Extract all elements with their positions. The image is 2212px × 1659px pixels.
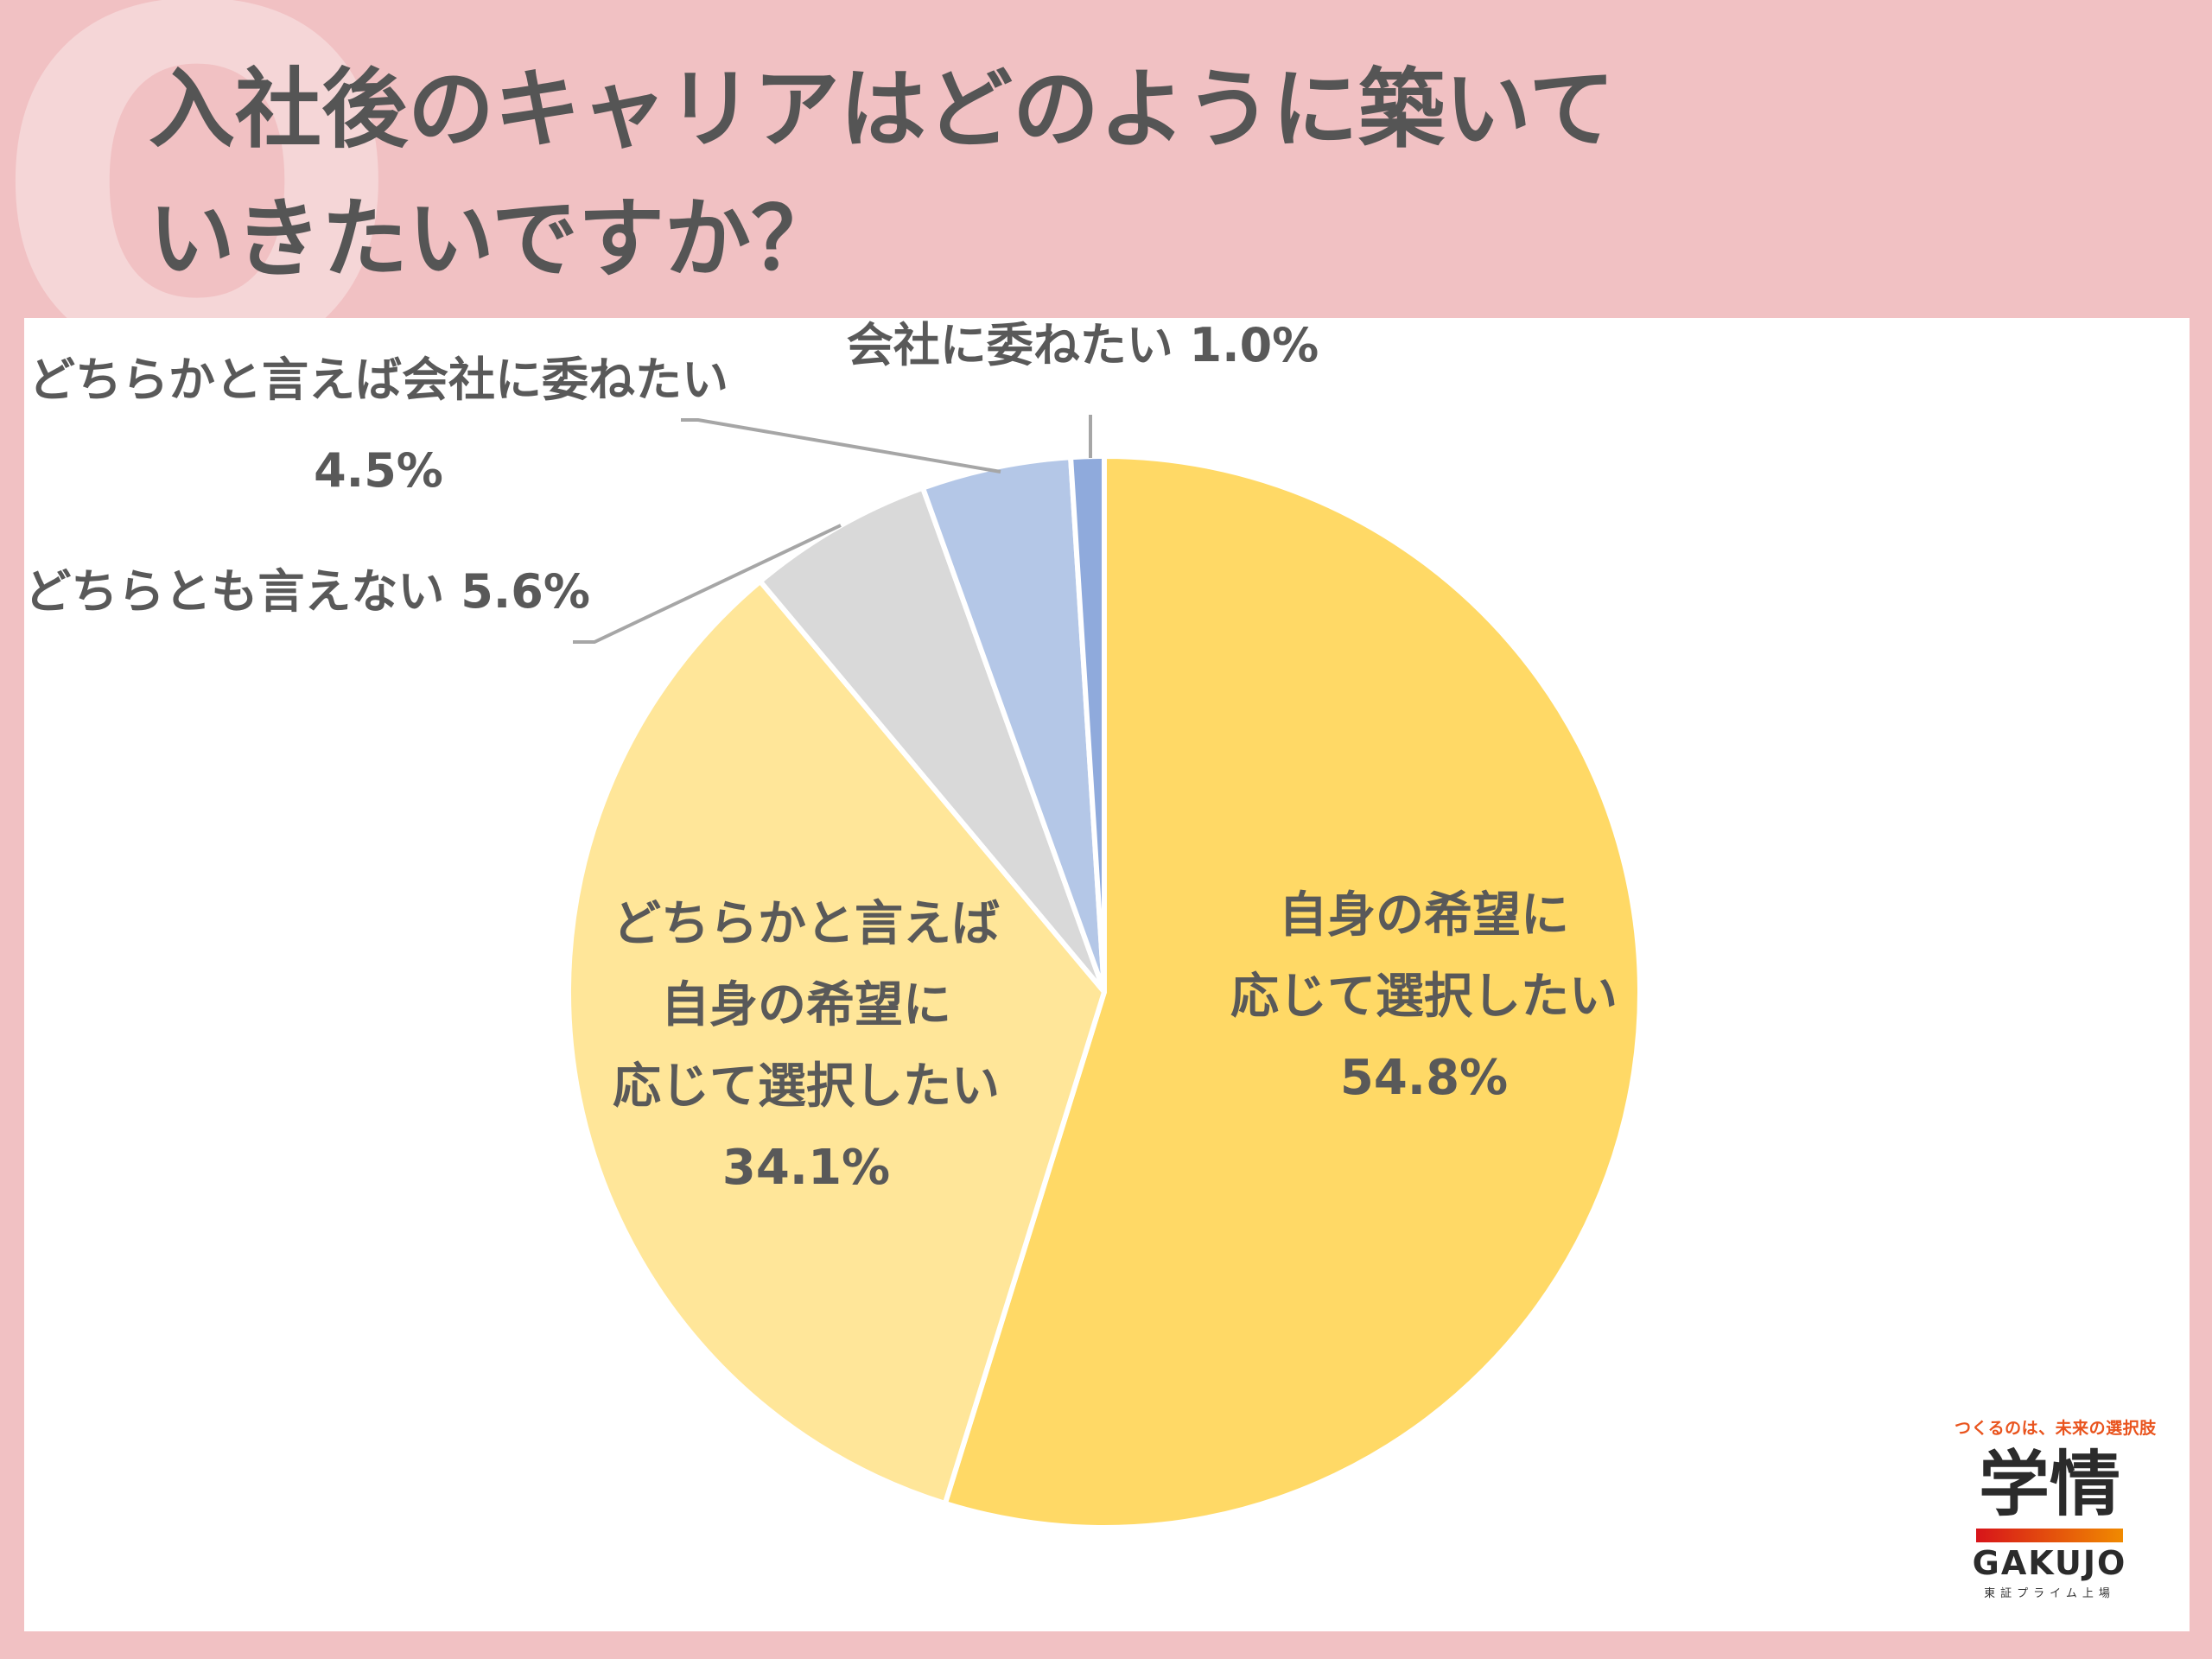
logo-bar (1976, 1529, 2123, 1542)
logo-subtitle: 東証プライム上場 (1984, 1587, 2115, 1600)
slice-label-line: 会社に委ねたい 1.0% (847, 318, 1319, 372)
slice-label-line: 応じて選択したい (613, 1058, 1000, 1115)
slice-label-4: どちらかと言えば会社に委ねたい 4.5% (29, 353, 728, 498)
slice-label-line: 応じて選択したい (1230, 969, 1618, 1025)
chart-panel: 自身の希望に 応じて選択したい 54.8% どちらかと言えば 自身の希望に 応じて選択した… (24, 318, 2190, 1631)
pie-slice-4 (919, 454, 1107, 995)
slice-label-line: 自身の希望に (1279, 887, 1569, 944)
gakujo-logo: つくるのは、未来の選択肢 学情 GAKUJO 東証プライム上場 (1955, 1415, 2157, 1614)
question-title: 入社後のキャリアはどのように築いて いきたいですか？ (149, 45, 2136, 304)
leader-line-3 (573, 524, 842, 644)
slice-value-1: 54.8% (1340, 1050, 1508, 1106)
pie-slice-5 (1068, 453, 1107, 995)
slice-label-3: どちらとも言えない 5.6% (24, 564, 590, 619)
slice-value-2: 34.1% (722, 1140, 890, 1196)
title-line-1: 入社後のキャリアはどのように築いて (149, 59, 1615, 160)
pie-slice-2 (566, 578, 1107, 1507)
slice-label-line: 自身の希望に (661, 977, 951, 1033)
title-line-2: いきたいですか？ (149, 188, 837, 289)
slice-label-line: どちらかと言えば会社に委ねたい (29, 353, 728, 407)
pie-slice-1 (942, 454, 1643, 1530)
slice-label-line: 4.5% (314, 443, 443, 498)
logo-name-jp: 学情 (1978, 1444, 2120, 1526)
slice-label-5: 会社に委ねたい 1.0% (847, 318, 1319, 372)
logo-tagline: つくるのは、未来の選択肢 (1955, 1419, 2157, 1438)
leader-line-4 (681, 418, 1001, 474)
slice-label-line: どちらとも言えない 5.6% (24, 564, 590, 619)
logo-name-en: GAKUJO (1972, 1544, 2127, 1582)
pie-chart: 自身の希望に応じて選択したい54.8%どちらかと言えば自身の希望に応じて選択した… (24, 318, 1643, 1530)
slice-label-line: どちらかと言えば (613, 896, 1000, 952)
